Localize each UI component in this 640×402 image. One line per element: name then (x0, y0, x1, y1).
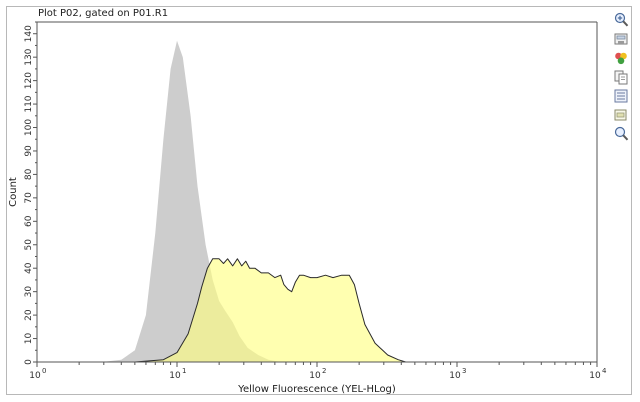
y-tick-label: 60 (24, 215, 34, 227)
x-tick-exponent: 4 (602, 367, 607, 375)
y-tick-label: 70 (24, 192, 34, 204)
x-tick-exponent: 3 (462, 367, 466, 375)
control-histogram (101, 40, 281, 363)
y-tick-label: 140 (24, 25, 34, 42)
y-tick-label: 90 (24, 145, 34, 157)
x-tick-exponent: 0 (42, 367, 46, 375)
zoom-icon[interactable] (613, 126, 629, 142)
y-axis-label: Count (8, 177, 19, 207)
x-tick-exponent: 1 (182, 367, 186, 375)
y-tick-label: 50 (24, 239, 34, 251)
y-tick-label: 130 (24, 48, 34, 65)
save-icon[interactable] (613, 31, 629, 47)
x-tick-label: 10 (29, 371, 41, 381)
y-tick-label: 20 (24, 309, 34, 321)
plot-title: Plot P02, gated on P01.R1 (38, 8, 169, 19)
toolbar (611, 12, 631, 145)
x-tick-label: 10 (309, 371, 321, 381)
series-layer (101, 40, 407, 363)
outer-frame (6, 6, 632, 395)
y-tick-label: 10 (24, 333, 34, 345)
copy-icon[interactable] (613, 69, 629, 85)
y-tick-label: 40 (24, 262, 34, 274)
overlay-colors-icon[interactable] (613, 50, 629, 66)
x-tick-label: 10 (449, 371, 461, 381)
export-icon[interactable] (613, 107, 629, 123)
y-tick-label: 100 (24, 119, 34, 136)
y-tick-label: 0 (24, 359, 34, 365)
y-tick-label: 80 (24, 168, 34, 180)
zoom-in-icon[interactable] (613, 12, 629, 28)
x-tick-label: 10 (169, 371, 181, 381)
x-axis-label: Yellow Fluorescence (YEL-HLog) (237, 384, 396, 395)
x-tick-label: 10 (589, 371, 601, 381)
y-tick-label: 30 (24, 286, 34, 298)
y-tick-label: 110 (24, 95, 34, 112)
statistics-icon[interactable] (613, 88, 629, 104)
y-tick-label: 120 (24, 72, 34, 89)
x-tick-exponent: 2 (322, 367, 326, 375)
sample-histogram (134, 258, 407, 363)
